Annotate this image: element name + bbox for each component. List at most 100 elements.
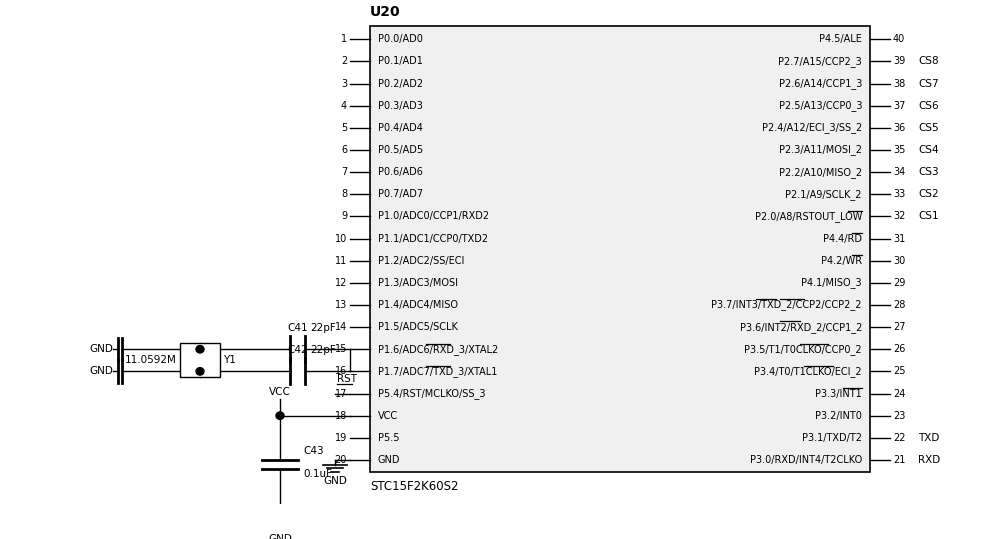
Circle shape (196, 368, 204, 375)
Text: STC15F2K60S2: STC15F2K60S2 (370, 480, 458, 493)
Text: 36: 36 (893, 123, 905, 133)
Text: 35: 35 (893, 145, 905, 155)
Text: P2.1/A9/SCLK_2: P2.1/A9/SCLK_2 (786, 189, 862, 200)
Text: 10: 10 (335, 233, 347, 244)
Text: GND: GND (378, 455, 400, 465)
Text: U20: U20 (370, 5, 401, 19)
Text: P0.2/AD2: P0.2/AD2 (378, 79, 423, 88)
Text: 14: 14 (335, 322, 347, 332)
Text: 31: 31 (893, 233, 905, 244)
Text: CS2: CS2 (918, 189, 939, 199)
Text: P1.7/ADC7/TXD_3/XTAL1: P1.7/ADC7/TXD_3/XTAL1 (378, 366, 497, 377)
Text: CS8: CS8 (918, 57, 939, 66)
Text: P0.1/AD1: P0.1/AD1 (378, 57, 423, 66)
Text: 20: 20 (335, 455, 347, 465)
Text: VCC: VCC (378, 411, 398, 420)
Text: C43: C43 (303, 446, 324, 456)
Text: 22: 22 (893, 433, 906, 443)
Text: P1.6/ADC6/RXD_3/XTAL2: P1.6/ADC6/RXD_3/XTAL2 (378, 344, 498, 355)
Text: P4.5/ALE: P4.5/ALE (819, 34, 862, 44)
Text: P3.7/INT3/TXD_2/CCP2/CCP2_2: P3.7/INT3/TXD_2/CCP2/CCP2_2 (712, 300, 862, 310)
Text: 16: 16 (335, 367, 347, 376)
Text: 6: 6 (341, 145, 347, 155)
Text: 27: 27 (893, 322, 906, 332)
Text: 32: 32 (893, 211, 905, 222)
Text: VCC: VCC (269, 387, 291, 397)
Text: P2.7/A15/CCP2_3: P2.7/A15/CCP2_3 (778, 56, 862, 67)
Circle shape (276, 412, 284, 419)
Text: RXD: RXD (918, 455, 940, 465)
Text: P1.0/ADC0/CCP1/RXD2: P1.0/ADC0/CCP1/RXD2 (378, 211, 489, 222)
Text: P3.2/INT0: P3.2/INT0 (815, 411, 862, 420)
Text: P1.3/ADC3/MOSI: P1.3/ADC3/MOSI (378, 278, 458, 288)
Text: 37: 37 (893, 101, 905, 110)
Text: C42: C42 (287, 345, 308, 356)
Text: 38: 38 (893, 79, 905, 88)
Text: 30: 30 (893, 255, 905, 266)
Text: 7: 7 (341, 167, 347, 177)
Text: 18: 18 (335, 411, 347, 420)
Text: 0.1uF: 0.1uF (303, 469, 332, 479)
Text: P2.5/A13/CCP0_3: P2.5/A13/CCP0_3 (778, 100, 862, 111)
Text: P5.4/RST/MCLKO/SS_3: P5.4/RST/MCLKO/SS_3 (378, 388, 486, 399)
Text: Y1: Y1 (223, 355, 236, 365)
Text: P3.3/INT1: P3.3/INT1 (815, 389, 862, 398)
Text: P1.2/ADC2/SS/ECI: P1.2/ADC2/SS/ECI (378, 255, 464, 266)
Text: GND: GND (89, 367, 113, 376)
Text: P2.0/A8/RSTOUT_LOW: P2.0/A8/RSTOUT_LOW (755, 211, 862, 222)
Text: 26: 26 (893, 344, 905, 354)
Text: P5.5: P5.5 (378, 433, 400, 443)
Text: CS3: CS3 (918, 167, 939, 177)
Text: 9: 9 (341, 211, 347, 222)
Text: P1.1/ADC1/CCP0/TXD2: P1.1/ADC1/CCP0/TXD2 (378, 233, 488, 244)
Text: P4.1/MISO_3: P4.1/MISO_3 (801, 278, 862, 288)
Bar (370, 26, 870, 472)
Text: 19: 19 (335, 433, 347, 443)
Text: C41: C41 (287, 323, 308, 333)
Text: 8: 8 (341, 189, 347, 199)
Text: 3: 3 (341, 79, 347, 88)
Text: 11: 11 (335, 255, 347, 266)
Text: 34: 34 (893, 167, 905, 177)
Text: GND: GND (89, 344, 113, 354)
Text: P3.1/TXD/T2: P3.1/TXD/T2 (802, 433, 862, 443)
Text: P1.4/ADC4/MISO: P1.4/ADC4/MISO (378, 300, 458, 310)
Text: TXD: TXD (918, 433, 939, 443)
Text: P0.7/AD7: P0.7/AD7 (378, 189, 423, 199)
Text: CS6: CS6 (918, 101, 939, 110)
Text: P0.3/AD3: P0.3/AD3 (378, 101, 423, 110)
Text: P4.4/RD: P4.4/RD (823, 233, 862, 244)
Text: P2.2/A10/MISO_2: P2.2/A10/MISO_2 (779, 167, 862, 177)
Text: P4.2/WR: P4.2/WR (821, 255, 862, 266)
Text: 28: 28 (893, 300, 905, 310)
Text: 29: 29 (893, 278, 905, 288)
Text: RST: RST (337, 374, 357, 384)
Text: P1.5/ADC5/SCLK: P1.5/ADC5/SCLK (378, 322, 458, 332)
Text: 33: 33 (893, 189, 905, 199)
Text: CS1: CS1 (918, 211, 939, 222)
Bar (180, 343, 220, 377)
Text: P0.0/AD0: P0.0/AD0 (378, 34, 423, 44)
Text: GND: GND (323, 476, 347, 486)
Text: 15: 15 (335, 344, 347, 354)
Text: P2.4/A12/ECI_3/SS_2: P2.4/A12/ECI_3/SS_2 (762, 122, 862, 133)
Text: 22pF: 22pF (310, 323, 336, 333)
Text: P2.3/A11/MOSI_2: P2.3/A11/MOSI_2 (779, 144, 862, 155)
Text: 21: 21 (893, 455, 905, 465)
Text: 13: 13 (335, 300, 347, 310)
Text: 25: 25 (893, 367, 906, 376)
Text: 22pF: 22pF (310, 345, 336, 356)
Text: 24: 24 (893, 389, 905, 398)
Text: 2: 2 (341, 57, 347, 66)
Text: 23: 23 (893, 411, 905, 420)
Text: P3.5/T1/T0CLKO/CCP0_2: P3.5/T1/T0CLKO/CCP0_2 (744, 344, 862, 355)
Text: 17: 17 (335, 389, 347, 398)
Text: 12: 12 (335, 278, 347, 288)
Circle shape (196, 345, 204, 353)
Text: CS7: CS7 (918, 79, 939, 88)
Text: P3.6/INT2/RXD_2/CCP1_2: P3.6/INT2/RXD_2/CCP1_2 (740, 322, 862, 333)
Text: P0.4/AD4: P0.4/AD4 (378, 123, 423, 133)
Text: P2.6/A14/CCP1_3: P2.6/A14/CCP1_3 (779, 78, 862, 89)
Text: 4: 4 (341, 101, 347, 110)
Text: CS4: CS4 (918, 145, 939, 155)
